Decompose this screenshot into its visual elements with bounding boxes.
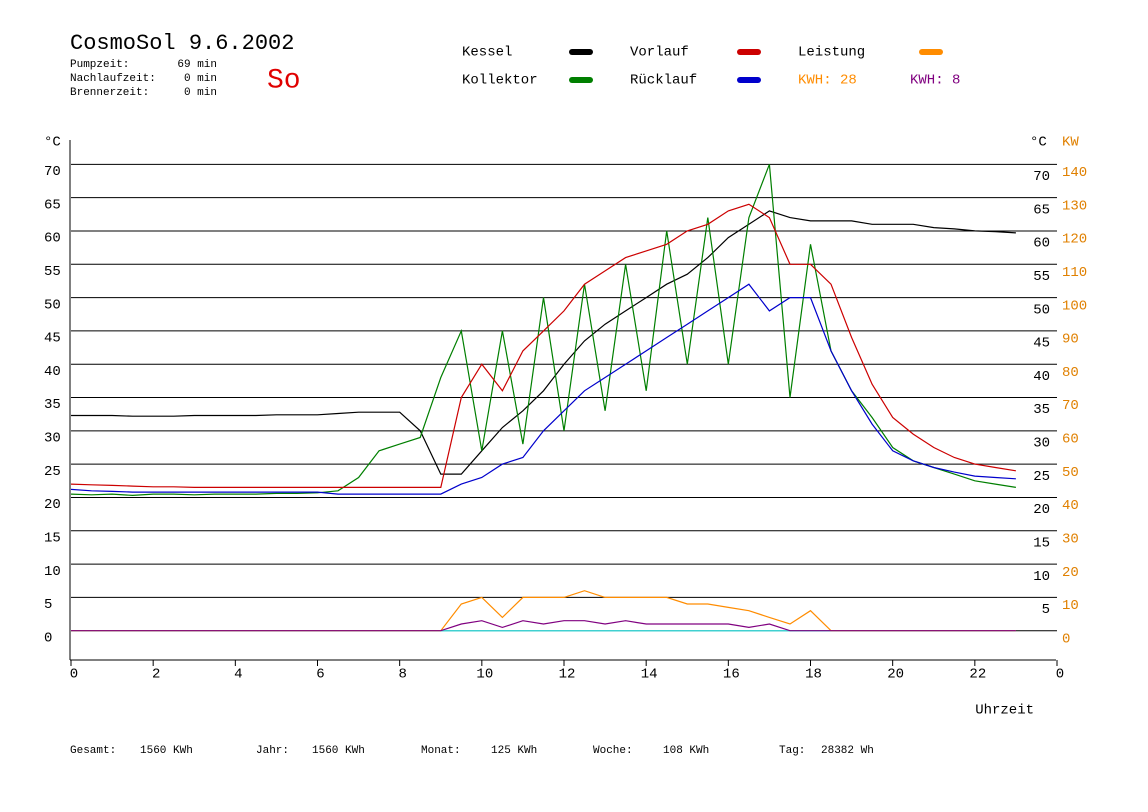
x-tick-label: 14 — [641, 667, 658, 683]
y-tick-label: 25 — [44, 464, 61, 480]
y2-tick-label: 60 — [1062, 432, 1079, 448]
series-line — [71, 590, 1016, 632]
x-tick-label: 8 — [398, 667, 406, 683]
y-axis-label: °C — [44, 135, 61, 151]
x-tick-label: 12 — [559, 667, 576, 683]
y-tick-label-right: 35 — [1033, 402, 1050, 418]
y2-tick-label: 10 — [1062, 598, 1079, 614]
total-value: 1560 KWh — [312, 745, 365, 757]
y-tick-label: 45 — [44, 331, 61, 347]
y-axis-label-right: °C — [1030, 135, 1047, 151]
y-tick-label-right: 40 — [1033, 369, 1050, 385]
y-tick-label: 60 — [44, 231, 61, 247]
series-line — [70, 164, 1016, 497]
y-tick-label: 0 — [44, 630, 52, 646]
info-label: Pumpzeit: — [70, 59, 129, 71]
total-value: 1560 KWh — [140, 745, 193, 757]
series-line — [70, 283, 1016, 495]
info-label: Nachlaufzeit: — [70, 73, 156, 85]
x-tick-label: 10 — [476, 667, 493, 683]
y-tick-label: 70 — [44, 164, 61, 180]
x-tick-label: 6 — [316, 667, 324, 683]
legend-label: Kessel — [462, 45, 512, 61]
y-tick-label-right: 65 — [1033, 202, 1050, 218]
y2-tick-label: 110 — [1062, 265, 1087, 281]
energy-label: KWH: 28 — [798, 73, 857, 89]
y2-tick-label: 50 — [1062, 465, 1079, 481]
y2-axis-label: KW — [1062, 135, 1079, 151]
total-value: 108 KWh — [663, 745, 709, 757]
x-tick-label: 0 — [1056, 667, 1064, 683]
info-label: Brennerzeit: — [70, 87, 149, 99]
x-tick-label: 0 — [70, 667, 78, 683]
y2-tick-label: 40 — [1062, 498, 1079, 514]
y2-tick-label: 130 — [1062, 198, 1087, 214]
y-tick-label-right: 15 — [1033, 535, 1050, 551]
y-tick-label-right: 30 — [1033, 436, 1050, 452]
y-tick-label-right: 55 — [1033, 269, 1050, 285]
y2-tick-label: 80 — [1062, 365, 1079, 381]
energy-label: KWH: 8 — [910, 73, 960, 89]
total-label: Tag: — [779, 745, 805, 757]
y-tick-label: 50 — [44, 297, 61, 313]
total-label: Monat: — [421, 745, 461, 757]
total-label: Gesamt: — [70, 745, 116, 757]
y2-tick-label: 120 — [1062, 232, 1087, 248]
info-value: 69 min — [177, 59, 217, 71]
series-line — [71, 620, 1016, 632]
legend-label: Kollektor — [462, 73, 538, 89]
series-line — [70, 203, 1016, 488]
y2-tick-label: 30 — [1062, 531, 1079, 547]
y-tick-label: 30 — [44, 431, 61, 447]
x-tick-label: 18 — [805, 667, 822, 683]
y2-tick-label: 20 — [1062, 565, 1079, 581]
total-label: Woche: — [593, 745, 633, 757]
legend-label: Vorlauf — [630, 45, 689, 61]
y-tick-label-right: 20 — [1033, 502, 1050, 518]
y-tick-label-right: 70 — [1033, 169, 1050, 185]
x-tick-label: 22 — [969, 667, 986, 683]
info-value: 0 min — [184, 87, 217, 99]
total-value: 28382 Wh — [821, 745, 874, 757]
x-tick-label: 16 — [723, 667, 740, 683]
y-tick-label-right: 60 — [1033, 236, 1050, 252]
x-tick-label: 4 — [234, 667, 242, 683]
y-tick-label: 55 — [44, 264, 61, 280]
total-label: Jahr: — [256, 745, 289, 757]
y2-tick-label: 140 — [1062, 165, 1087, 181]
x-tick-label: 20 — [887, 667, 904, 683]
y2-tick-label: 100 — [1062, 298, 1087, 314]
y2-tick-label: 0 — [1062, 631, 1070, 647]
legend-label: Rücklauf — [630, 73, 697, 89]
y-tick-label: 15 — [44, 530, 61, 546]
info-value: 0 min — [184, 73, 217, 85]
y-tick-label-right: 50 — [1033, 302, 1050, 318]
x-axis-label: Uhrzeit — [975, 703, 1034, 719]
y-tick-label: 10 — [44, 564, 61, 580]
y-tick-label: 65 — [44, 197, 61, 213]
y2-tick-label: 70 — [1062, 398, 1079, 414]
y-tick-label-right: 25 — [1033, 469, 1050, 485]
y-tick-label: 20 — [44, 497, 61, 513]
day-label: So — [267, 65, 301, 96]
y-tick-label: 35 — [44, 397, 61, 413]
chart-title: CosmoSol 9.6.2002 — [70, 31, 294, 56]
y-tick-label: 5 — [44, 597, 52, 613]
y-tick-label: 40 — [44, 364, 61, 380]
x-tick-label: 2 — [152, 667, 160, 683]
y-tick-label-right: 45 — [1033, 336, 1050, 352]
series-line — [71, 210, 1016, 475]
y-tick-label-right: 5 — [1042, 602, 1050, 618]
y2-tick-label: 90 — [1062, 332, 1079, 348]
total-value: 125 KWh — [491, 745, 537, 757]
legend-label: Leistung — [798, 45, 865, 61]
y-tick-label-right: 10 — [1033, 569, 1050, 585]
